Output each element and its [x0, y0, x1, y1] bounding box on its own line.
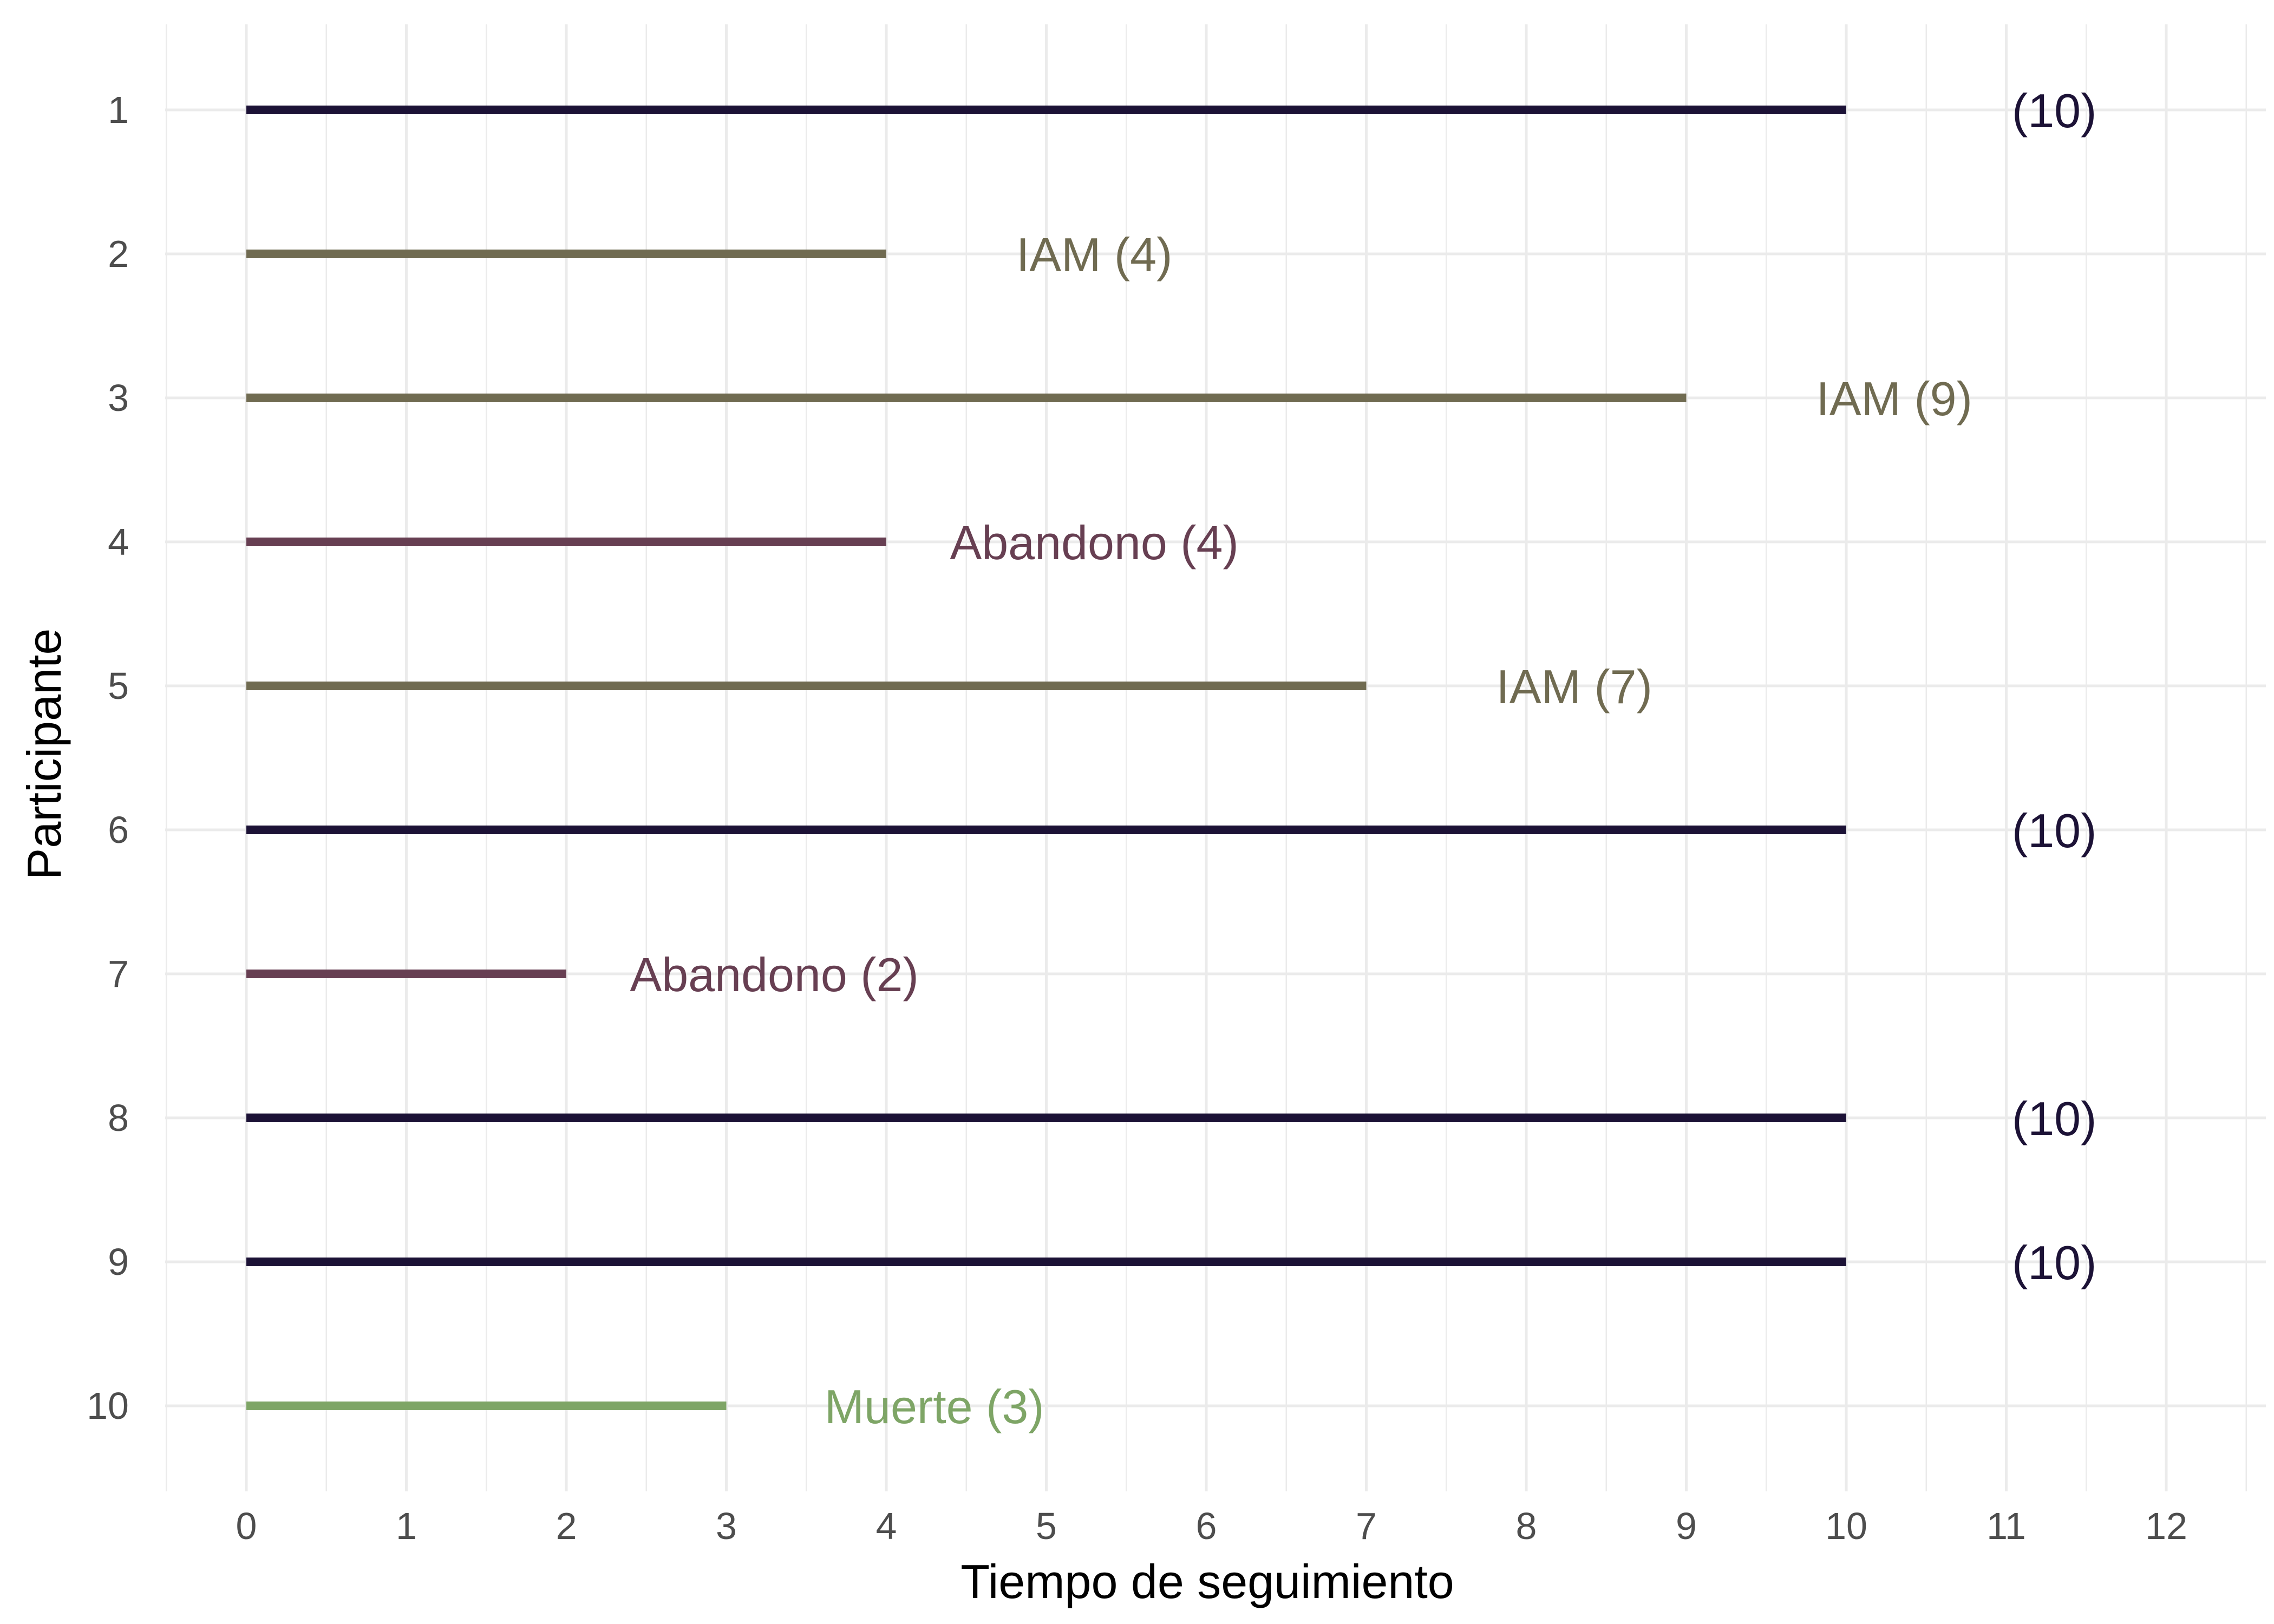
- x-tick-label: 9: [1676, 1505, 1697, 1547]
- y-tick-label: 9: [108, 1241, 129, 1283]
- y-tick-label: 1: [108, 89, 129, 131]
- segment-label-participant-9: (10): [2012, 1236, 2097, 1289]
- segment-label-participant-3: IAM (9): [1816, 372, 1972, 425]
- segment-label-participant-6: (10): [2012, 804, 2097, 857]
- y-tick-label: 5: [108, 665, 129, 707]
- x-tick-label: 4: [876, 1505, 897, 1547]
- x-axis-ticks: 0 1 2 3 4 5 6 7 8 9 10 11 12: [236, 1505, 2187, 1547]
- x-tick-label: 1: [396, 1505, 417, 1547]
- y-axis-ticks: 1 2 3 4 5 6 7 8 9 10: [87, 89, 129, 1427]
- grid: [165, 24, 2266, 1491]
- y-tick-label: 2: [108, 233, 129, 275]
- y-tick-label: 6: [108, 809, 129, 851]
- x-tick-label: 5: [1036, 1505, 1057, 1547]
- y-tick-label: 10: [87, 1385, 129, 1427]
- segment-label-participant-7: Abandono (2): [630, 948, 919, 1001]
- x-tick-label: 2: [556, 1505, 577, 1547]
- x-tick-label: 10: [1825, 1505, 1867, 1547]
- x-tick-label: 12: [2145, 1505, 2187, 1547]
- y-axis-title: Participante: [17, 628, 71, 880]
- x-tick-label: 8: [1516, 1505, 1537, 1547]
- segment-label-participant-1: (10): [2012, 84, 2097, 137]
- segment-label-participant-5: IAM (7): [1496, 660, 1652, 713]
- y-tick-label: 7: [108, 953, 129, 995]
- segment-label-participant-4: Abandono (4): [950, 516, 1239, 569]
- y-tick-label: 4: [108, 521, 129, 563]
- segment-labels: (10) IAM (4) IAM (9) Abandono (4) IAM (7) (10…: [630, 84, 2097, 1433]
- x-tick-label: 11: [1987, 1505, 2026, 1547]
- x-tick-label: 7: [1356, 1505, 1377, 1547]
- segment-label-participant-2: IAM (4): [1016, 228, 1172, 281]
- x-axis-title: Tiempo de seguimiento: [960, 1555, 1454, 1608]
- segment-label-participant-10: Muerte (3): [825, 1380, 1044, 1433]
- x-tick-label: 6: [1196, 1505, 1217, 1547]
- x-tick-label: 3: [716, 1505, 737, 1547]
- x-tick-label: 0: [236, 1505, 257, 1547]
- segment-label-participant-8: (10): [2012, 1092, 2097, 1145]
- y-tick-label: 8: [108, 1097, 129, 1139]
- segments: [246, 106, 1846, 1410]
- y-tick-label: 3: [108, 377, 129, 419]
